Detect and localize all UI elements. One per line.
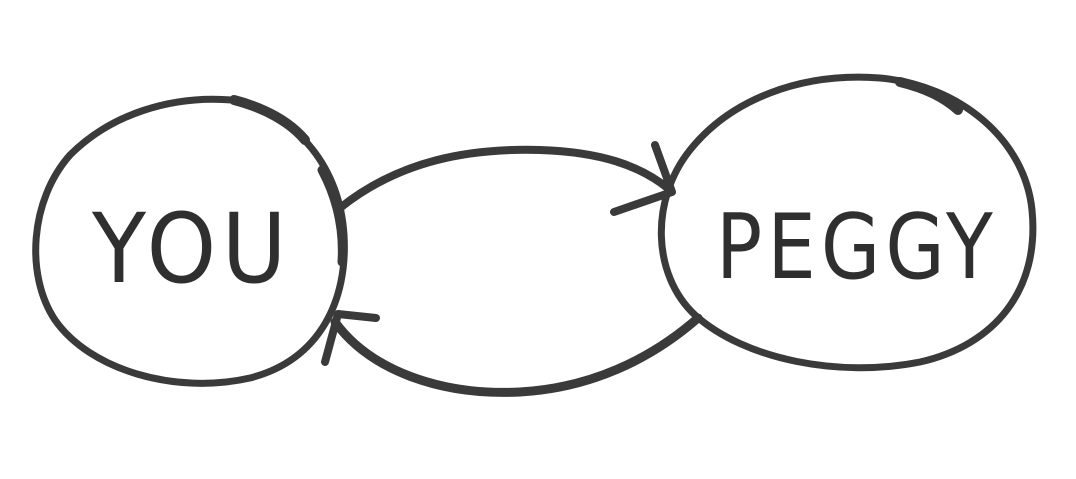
node-you: YOU	[32, 95, 348, 387]
edge-you-to-peggy	[336, 141, 676, 216]
node-you-label: YOU	[91, 193, 292, 305]
node-peggy-label: PEGGY	[716, 195, 998, 300]
node-peggy: PEGGY	[657, 73, 1037, 372]
edge-you-to-peggy-arrowhead	[610, 141, 676, 216]
edge-peggy-to-you-line	[330, 313, 703, 397]
edge-peggy-to-you	[321, 310, 703, 397]
edge-you-to-peggy-line	[336, 145, 674, 212]
node-peggy-circle	[657, 73, 1037, 372]
edge-peggy-to-you-arrowhead	[321, 310, 380, 366]
